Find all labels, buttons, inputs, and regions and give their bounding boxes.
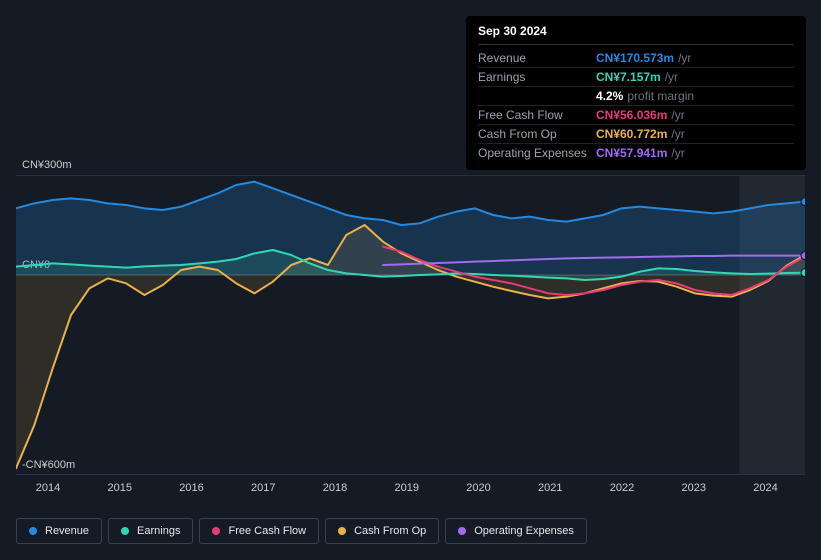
legend-item-earnings[interactable]: Earnings — [108, 518, 193, 544]
tooltip-row-suffix: /yr — [665, 70, 678, 84]
tooltip-row-value: CN¥57.941m — [596, 146, 667, 160]
tooltip-row-label: Free Cash Flow — [478, 108, 596, 122]
tooltip-row-label: Operating Expenses — [478, 146, 596, 160]
legend-label: Revenue — [45, 525, 89, 537]
tooltip-row-suffix: /yr — [671, 108, 684, 122]
x-axis-tick: 2015 — [108, 482, 132, 494]
legend-label: Free Cash Flow — [228, 525, 306, 537]
tooltip-row: Operating ExpensesCN¥57.941m/yr — [478, 144, 794, 162]
tooltip-row: 4.2% profit margin — [478, 87, 794, 106]
legend-dot-icon — [458, 527, 466, 535]
x-axis-tick: 2023 — [682, 482, 706, 494]
x-axis-tick: 2020 — [466, 482, 490, 494]
x-axis-tick: 2016 — [179, 482, 203, 494]
tooltip-row-suffix: /yr — [671, 146, 684, 160]
x-axis-tick: 2022 — [610, 482, 634, 494]
x-axis-tick: 2019 — [395, 482, 419, 494]
x-axis-tick: 2017 — [251, 482, 275, 494]
legend: Revenue Earnings Free Cash Flow Cash From O… — [16, 518, 587, 544]
tooltip-row-label: Revenue — [478, 51, 596, 65]
x-axis-tick: 2014 — [36, 482, 60, 494]
tooltip-date: Sep 30 2024 — [478, 24, 794, 45]
tooltip-note-value: 4.2% — [596, 89, 623, 103]
legend-item-revenue[interactable]: Revenue — [16, 518, 102, 544]
legend-label: Operating Expenses — [474, 525, 574, 537]
x-axis-tick: 2018 — [323, 482, 347, 494]
x-axis-tick: 2024 — [753, 482, 777, 494]
tooltip-row: Cash From OpCN¥60.772m/yr — [478, 125, 794, 144]
tooltip-row-suffix: /yr — [678, 51, 691, 65]
data-tooltip: Sep 30 2024 RevenueCN¥170.573m/yrEarning… — [466, 16, 806, 170]
legend-label: Earnings — [137, 525, 180, 537]
chart-area[interactable] — [16, 175, 805, 475]
legend-item-cash-from-op[interactable]: Cash From Op — [325, 518, 439, 544]
x-axis-tick: 2021 — [538, 482, 562, 494]
x-axis: 2014 2015 2016 2017 2018 2019 2020 2021 2022 2023… — [16, 482, 805, 502]
tooltip-row-value: CN¥60.772m — [596, 127, 667, 141]
tooltip-row-value: CN¥56.036m — [596, 108, 667, 122]
tooltip-row: EarningsCN¥7.157m/yr — [478, 68, 794, 87]
tooltip-row: RevenueCN¥170.573m/yr — [478, 49, 794, 68]
legend-dot-icon — [338, 527, 346, 535]
legend-item-free-cash-flow[interactable]: Free Cash Flow — [199, 518, 319, 544]
tooltip-row-value: CN¥7.157m — [596, 70, 661, 84]
legend-dot-icon — [212, 527, 220, 535]
y-axis-label: CN¥300m — [22, 159, 72, 171]
legend-item-operating-expenses[interactable]: Operating Expenses — [445, 518, 587, 544]
tooltip-row-suffix: /yr — [671, 127, 684, 141]
tooltip-row-label: Earnings — [478, 70, 596, 84]
tooltip-row-value: CN¥170.573m — [596, 51, 674, 65]
legend-label: Cash From Op — [354, 525, 426, 537]
legend-dot-icon — [29, 527, 37, 535]
tooltip-note-text: profit margin — [627, 89, 694, 103]
tooltip-row-label: Cash From Op — [478, 127, 596, 141]
legend-dot-icon — [121, 527, 129, 535]
chart-svg — [16, 175, 805, 475]
tooltip-row: Free Cash FlowCN¥56.036m/yr — [478, 106, 794, 125]
